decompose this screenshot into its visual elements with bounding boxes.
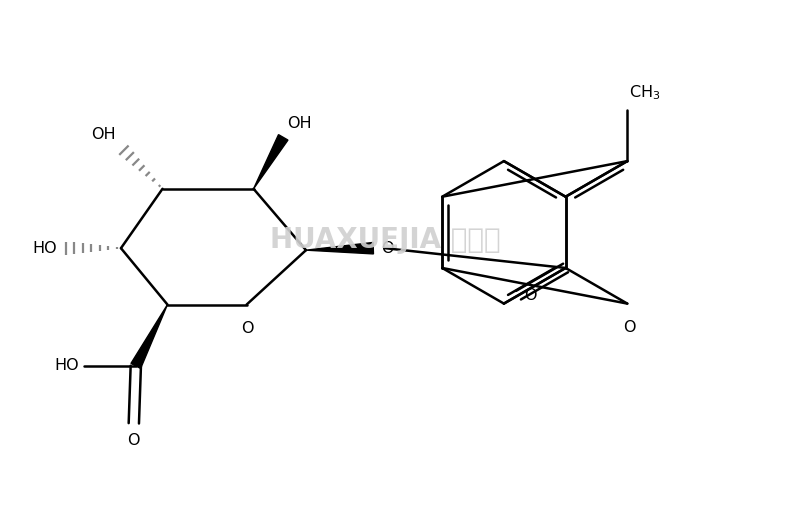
Polygon shape xyxy=(254,135,288,189)
Text: O: O xyxy=(623,321,635,335)
Text: O: O xyxy=(525,288,537,303)
Text: O: O xyxy=(127,433,140,448)
Text: CH$_3$: CH$_3$ xyxy=(630,83,661,102)
Polygon shape xyxy=(306,242,374,254)
Text: HO: HO xyxy=(32,241,57,255)
Text: HO: HO xyxy=(54,358,79,374)
Text: OH: OH xyxy=(91,127,116,142)
Polygon shape xyxy=(131,305,167,368)
Text: O: O xyxy=(381,241,394,255)
Text: HUAXUEJIA 化学加: HUAXUEJIA 化学加 xyxy=(270,226,501,254)
Text: O: O xyxy=(242,321,254,337)
Text: OH: OH xyxy=(287,117,312,131)
